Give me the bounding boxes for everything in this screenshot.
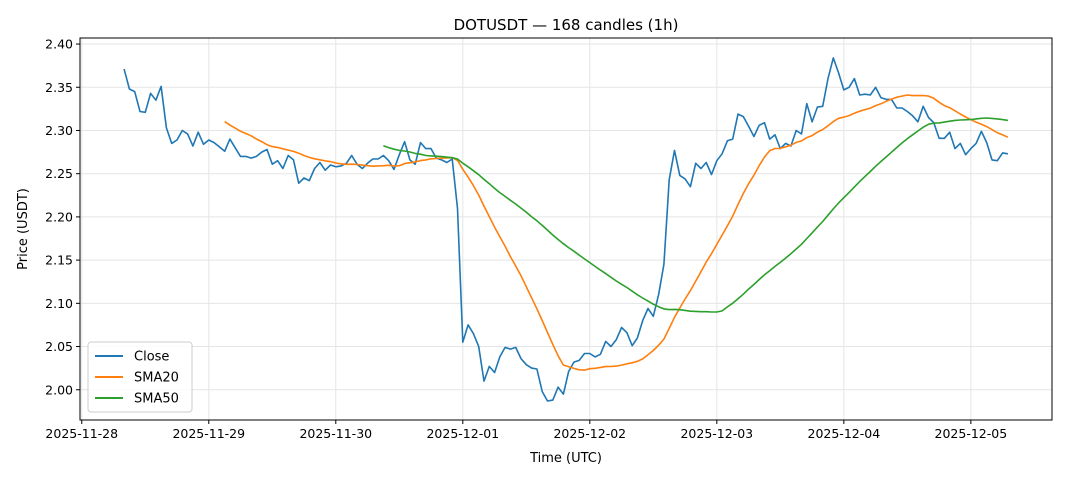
x-tick-label: 2025-12-02 xyxy=(553,426,626,441)
x-tick-label: 2025-11-30 xyxy=(299,426,372,441)
y-tick-label: 2.15 xyxy=(45,253,73,268)
y-tick-label: 2.10 xyxy=(45,296,73,311)
x-tick-label: 2025-11-28 xyxy=(45,426,118,441)
y-tick-label: 2.25 xyxy=(45,166,73,181)
legend: Close SMA20 SMA50 xyxy=(87,341,193,413)
y-axis-label: Price (USDT) xyxy=(16,188,31,270)
y-tick-label: 2.35 xyxy=(45,80,73,95)
y-tick-label: 2.00 xyxy=(45,382,73,397)
y-tick-label: 2.05 xyxy=(45,339,73,354)
legend-box xyxy=(87,341,193,413)
series-line-sma50 xyxy=(383,117,1009,313)
legend-label-close: Close xyxy=(134,350,169,365)
x-axis-label: Time (UTC) xyxy=(529,451,602,466)
y-tick-label: 2.40 xyxy=(45,37,73,52)
axis-ticks: 2025-11-28 2025-11-29 2025-11-30 2025-12-01… xyxy=(45,37,1007,441)
legend-label-sma20: SMA20 xyxy=(134,371,179,386)
x-tick-label: 2025-11-29 xyxy=(172,426,245,441)
legend-label-sma50: SMA50 xyxy=(134,392,179,407)
x-tick-label: 2025-12-03 xyxy=(680,426,753,441)
series-lines xyxy=(123,57,1009,402)
y-tick-label: 2.30 xyxy=(45,123,73,138)
series-line-close xyxy=(123,57,1009,402)
x-tick-label: 2025-12-05 xyxy=(935,426,1008,441)
x-tick-label: 2025-12-01 xyxy=(426,426,499,441)
x-tick-label: 2025-12-04 xyxy=(808,426,881,441)
plot-frame xyxy=(79,37,1053,421)
series-line-sma20 xyxy=(224,94,1009,371)
y-tick-label: 2.20 xyxy=(45,209,73,224)
chart-title: DOTUSDT — 168 candles (1h) xyxy=(454,16,679,34)
grid xyxy=(80,38,1052,420)
